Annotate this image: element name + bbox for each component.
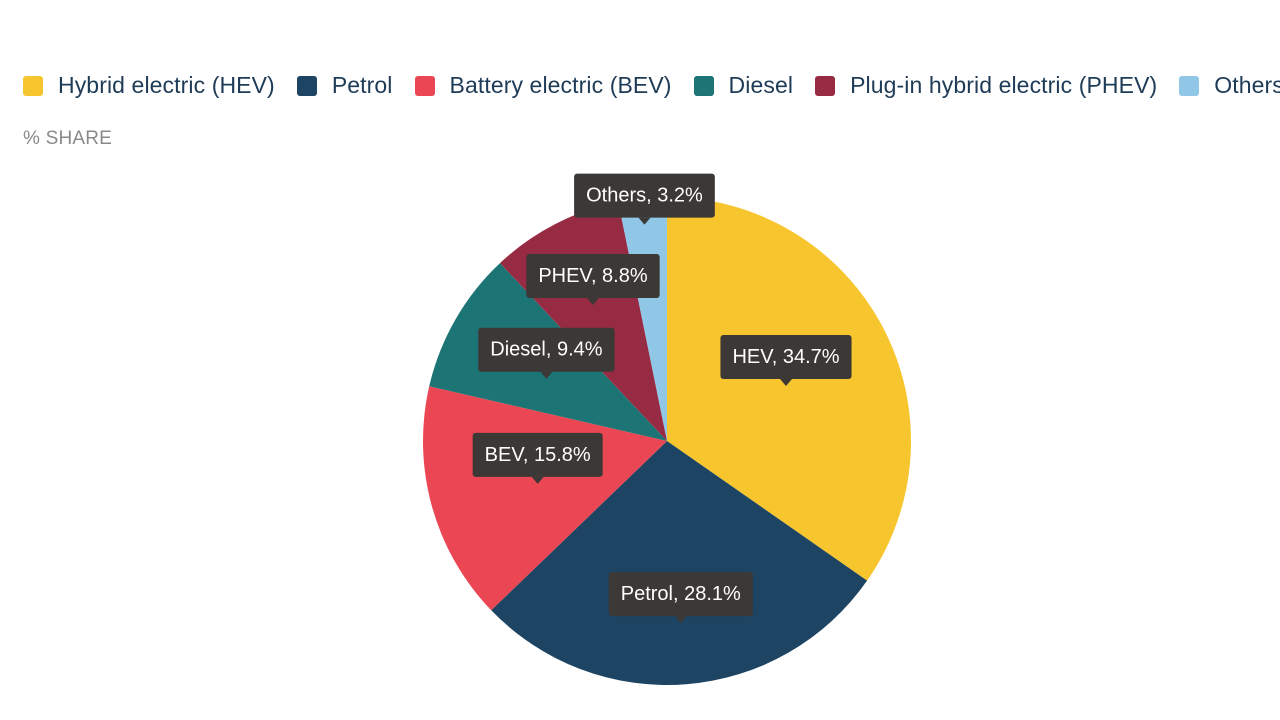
slice-labels: HEV, 34.7% Petrol, 28.1% BEV, 15.8% Diesel,… [472, 173, 852, 624]
chart-legend: Hybrid electric (HEV) Petrol Battery elect… [23, 72, 1280, 99]
pie-slice[interactable] [667, 197, 911, 581]
slice-label-text: PHEV, 8.8% [538, 265, 648, 287]
legend-swatch [296, 75, 317, 96]
slice-label-pointer [779, 378, 792, 386]
legend-label: Battery electric (BEV) [449, 72, 672, 98]
legend-item[interactable]: Battery electric (BEV) [414, 72, 672, 99]
legend-swatch [815, 75, 836, 96]
slice-label-text: Others, 3.2% [586, 185, 703, 207]
legend-item[interactable]: Petrol [296, 72, 393, 99]
slice-label-box [472, 432, 603, 477]
legend-label: Diesel [728, 72, 794, 98]
legend-swatch [1179, 75, 1200, 96]
slice-label-text: Diesel, 9.4% [490, 339, 602, 361]
legend-item[interactable]: Hybrid electric (HEV) [23, 72, 275, 99]
legend-swatch [693, 75, 714, 96]
slice-label-box [574, 173, 715, 218]
slice-label-pointer [586, 297, 599, 305]
slice-label-box [478, 327, 615, 372]
slice-label-box [608, 572, 753, 617]
slice-label-box [526, 253, 660, 298]
slice-label: Others, 3.2% [574, 173, 715, 225]
slice-label: Diesel, 9.4% [478, 327, 615, 379]
slice-label-pointer [674, 616, 687, 624]
slice-label-text: Petrol, 28.1% [621, 583, 741, 605]
slice-label-text: BEV, 15.8% [485, 444, 591, 466]
slice-label: BEV, 15.8% [472, 432, 603, 484]
slice-label-pointer [540, 371, 553, 379]
legend-label: Petrol [331, 72, 393, 98]
legend-label: Plug-in hybrid electric (PHEV) [850, 72, 1158, 98]
legend-label: Hybrid electric (HEV) [58, 72, 275, 98]
legend-swatch [23, 75, 43, 96]
unit-label: % SHARE [23, 128, 113, 149]
legend-item[interactable]: Others [1179, 72, 1280, 99]
slice-label: PHEV, 8.8% [526, 253, 660, 305]
legend-label: Others [1214, 72, 1280, 98]
slice-label-pointer [638, 217, 651, 225]
pie-slice[interactable] [491, 441, 868, 685]
slice-label-box [720, 334, 852, 379]
slice-label-pointer [531, 476, 544, 484]
slice-label: Petrol, 28.1% [608, 572, 753, 624]
slice-label: HEV, 34.7% [720, 334, 852, 386]
legend-swatch [414, 75, 435, 96]
legend-item[interactable]: Plug-in hybrid electric (PHEV) [815, 72, 1157, 99]
legend-item[interactable]: Diesel [693, 72, 794, 99]
slice-label-text: HEV, 34.7% [732, 346, 839, 368]
